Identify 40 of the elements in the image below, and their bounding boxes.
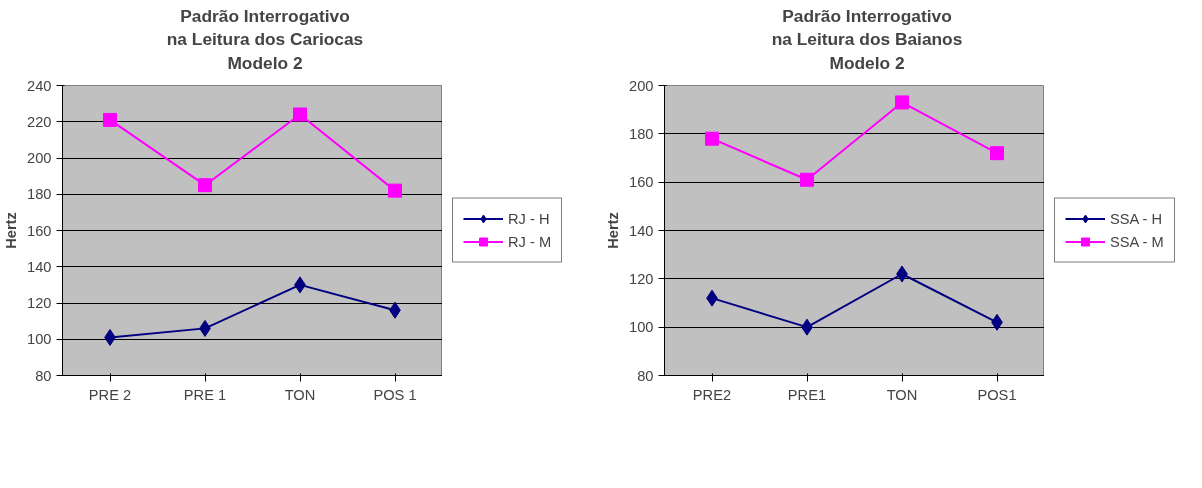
y-tick-label: 140 — [629, 222, 654, 239]
y-tick-label: 180 — [629, 126, 654, 143]
y-tick-label: 100 — [27, 331, 52, 348]
legend-label: RJ - M — [508, 233, 552, 250]
y-tick-label: 200 — [27, 150, 52, 167]
chart-title: Padrão Interrogativo na Leitura dos Cariocas Modelo 2 — [166, 5, 364, 75]
point — [895, 95, 909, 110]
y-tick-label: 240 — [27, 77, 52, 94]
y-tick-label: 100 — [629, 319, 654, 336]
y-tick-label: 80 — [637, 367, 654, 384]
point — [800, 172, 814, 187]
point — [198, 178, 212, 193]
y-tick-label: 120 — [629, 271, 654, 288]
x-tick-label: POS1 — [977, 386, 1017, 403]
x-tick-label: PRE2 — [692, 386, 732, 403]
y-tick-label: 80 — [35, 367, 52, 384]
y-tick-label: 200 — [629, 77, 654, 94]
x-tick-label: TON — [886, 386, 918, 403]
y-axis-title: Hertz — [3, 212, 20, 249]
x-tick-label: PRE 2 — [88, 386, 132, 403]
point — [103, 113, 117, 128]
y-axis-title: Hertz — [605, 212, 622, 249]
point — [388, 183, 402, 198]
legend-label: SSA - M — [1110, 233, 1164, 250]
chart-title: Padrão Interrogativo na Leitura dos Baianos Modelo 2 — [771, 5, 963, 75]
y-tick-label: 220 — [27, 113, 52, 130]
y-tick-label: 160 — [629, 174, 654, 191]
x-tick-label: PRE1 — [787, 386, 827, 403]
y-tick-label: 120 — [27, 295, 52, 312]
y-tick-label: 180 — [27, 186, 52, 203]
legend-label: SSA - H — [1110, 210, 1163, 227]
x-tick-label: PRE 1 — [183, 386, 227, 403]
x-tick-label: TON — [284, 386, 316, 403]
point — [705, 131, 719, 146]
legend-label: RJ - H — [508, 210, 550, 227]
point — [293, 107, 307, 122]
y-tick-label: 140 — [27, 258, 52, 275]
point — [990, 146, 1004, 161]
y-tick-label: 160 — [27, 222, 52, 239]
x-tick-label: POS 1 — [373, 386, 417, 403]
